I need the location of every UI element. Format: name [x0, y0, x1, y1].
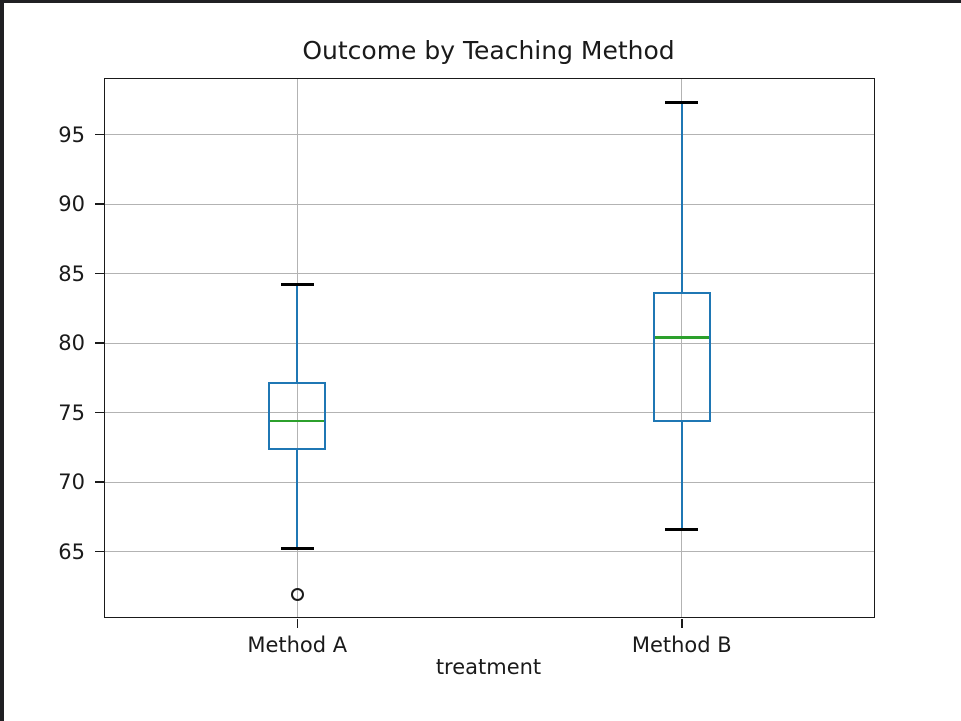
y-gridline: [105, 412, 874, 414]
y-tick: [94, 550, 104, 553]
x-tick: [681, 618, 683, 628]
x-axis-label: treatment: [435, 655, 542, 679]
x-gridline: [681, 79, 683, 617]
whisker-cap-upper: [280, 283, 314, 287]
y-tick-label: 85: [58, 261, 85, 286]
y-gridline: [105, 273, 874, 275]
plot-area: 65 70 75 80 85 90 95 Method A Method B: [58, 78, 875, 657]
y-gridline: [105, 134, 874, 136]
x-tick-label: Method A: [247, 633, 348, 657]
y-tick: [94, 272, 104, 275]
y-gridline: [105, 481, 874, 483]
y-gridline: [105, 342, 874, 344]
median-line: [654, 336, 709, 339]
box: [268, 382, 327, 451]
y-tick-label: 75: [58, 400, 85, 425]
y-tick: [94, 411, 104, 414]
y-tick-label: 80: [58, 331, 85, 356]
whisker-upper: [296, 284, 299, 383]
y-gridline: [105, 203, 874, 205]
whisker-cap-lower: [665, 527, 699, 531]
whisker-cap-upper: [665, 101, 699, 105]
y-tick-label: 70: [58, 470, 85, 495]
box: [652, 291, 711, 423]
window-edge-top: [0, 0, 961, 3]
y-tick: [94, 133, 104, 136]
y-tick-label: 90: [58, 192, 85, 217]
y-tick: [94, 342, 104, 344]
outlier-point: [290, 588, 304, 602]
whisker-upper: [680, 102, 683, 292]
y-tick-label: 95: [58, 122, 85, 147]
whisker-lower: [296, 450, 299, 549]
y-gridline: [105, 551, 874, 553]
x-tick: [296, 618, 298, 628]
figure-canvas: Outcome by Teaching Method 65 70 75 80 85 90 9…: [4, 3, 961, 721]
y-tick-label: 65: [58, 539, 85, 564]
y-tick: [94, 203, 104, 205]
whisker-cap-lower: [280, 547, 314, 551]
y-tick: [94, 481, 104, 483]
whisker-lower: [680, 422, 683, 530]
window-edge-left: [0, 0, 4, 721]
chart-title: Outcome by Teaching Method: [302, 36, 675, 65]
median-line: [270, 419, 325, 423]
x-tick-label: Method B: [631, 633, 732, 657]
